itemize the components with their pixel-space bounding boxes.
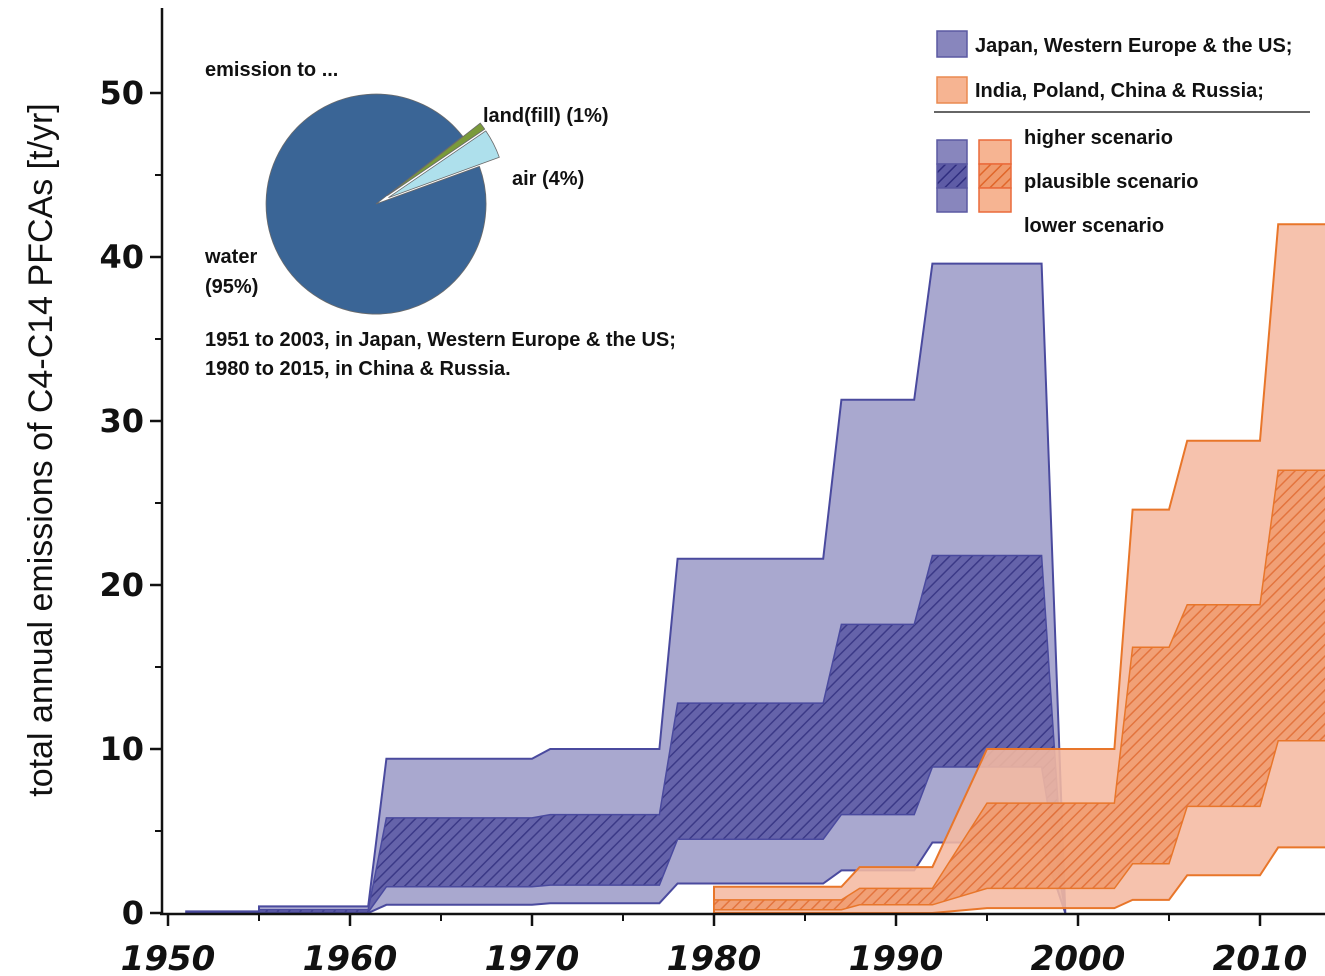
legend-scenario-key-orange (978, 139, 1012, 213)
inset-pie-chart (265, 93, 500, 315)
legend-entry-blue: Japan, Western Europe & the US; (975, 35, 1292, 57)
scenario-bands (185, 223, 1325, 914)
x-tick-label: 2010 (1213, 939, 1308, 976)
y-tick-label: 50 (99, 74, 144, 112)
pie-title: emission to ... (205, 59, 338, 81)
pie-slice-air (388, 130, 500, 198)
x-tick-label: 1970 (485, 939, 580, 976)
legend: Japan, Western Europe & the US; India, P… (934, 30, 1310, 237)
pie-label-water-percent: (95%) (205, 276, 258, 298)
pie-label-air: air (4%) (512, 168, 584, 190)
y-axis-label: total annual emissions of C4-C14 PFCAs [… (22, 103, 60, 797)
x-tick-label: 1960 (303, 939, 398, 976)
x-tick-label: 2000 (1031, 939, 1126, 976)
pie-slice-landfill (387, 122, 486, 197)
band-plausible (713, 469, 1325, 911)
legend-higher-scenario: higher scenario (1024, 127, 1173, 149)
x-tick-label: 1980 (667, 939, 762, 976)
pie-slice-water (265, 93, 487, 315)
band-plausible (185, 554, 1067, 914)
legend-swatch-orange (936, 76, 968, 104)
y-tick-label: 40 (99, 238, 144, 276)
legend-scenario-key-blue (936, 139, 968, 213)
x-tick-label: 1950 (121, 939, 216, 976)
y-tick-label: 20 (99, 566, 144, 604)
pie-note-line-1: 1951 to 2003, in Japan, Western Europe &… (205, 329, 676, 351)
y-tick-label: 30 (99, 402, 144, 440)
x-tick-label: 1990 (849, 939, 944, 976)
pie-note-line-2: 1980 to 2015, in China & Russia. (205, 358, 511, 380)
pie-label-water: water (204, 246, 257, 268)
axes: 0 10 20 30 40 50 1950 1960 1970 1980 1990 2000 2010 (99, 8, 1325, 976)
pie-label-landfill: land(fill) (1%) (483, 105, 609, 127)
legend-plausible-scenario: plausible scenario (1024, 171, 1199, 193)
y-tick-label: 10 (99, 730, 144, 768)
legend-swatch-blue (936, 30, 968, 58)
legend-entry-orange: India, Poland, China & Russia; (975, 80, 1264, 102)
legend-lower-scenario: lower scenario (1024, 215, 1164, 237)
y-tick-label: 0 (122, 894, 144, 932)
